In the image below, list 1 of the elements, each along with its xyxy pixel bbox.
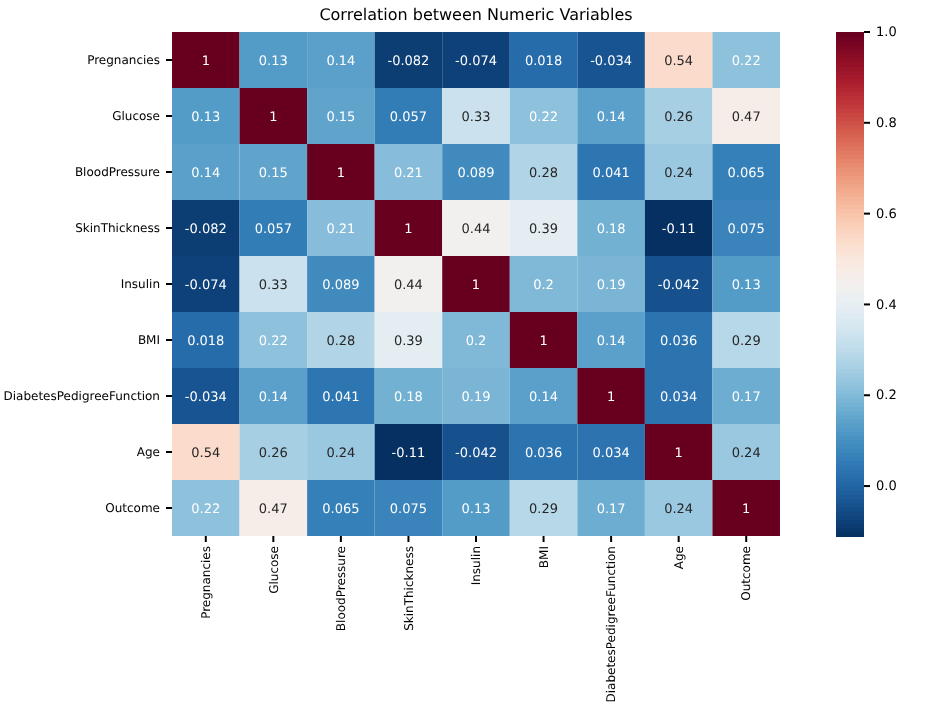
chart-title: Correlation between Numeric Variables [319, 6, 633, 24]
